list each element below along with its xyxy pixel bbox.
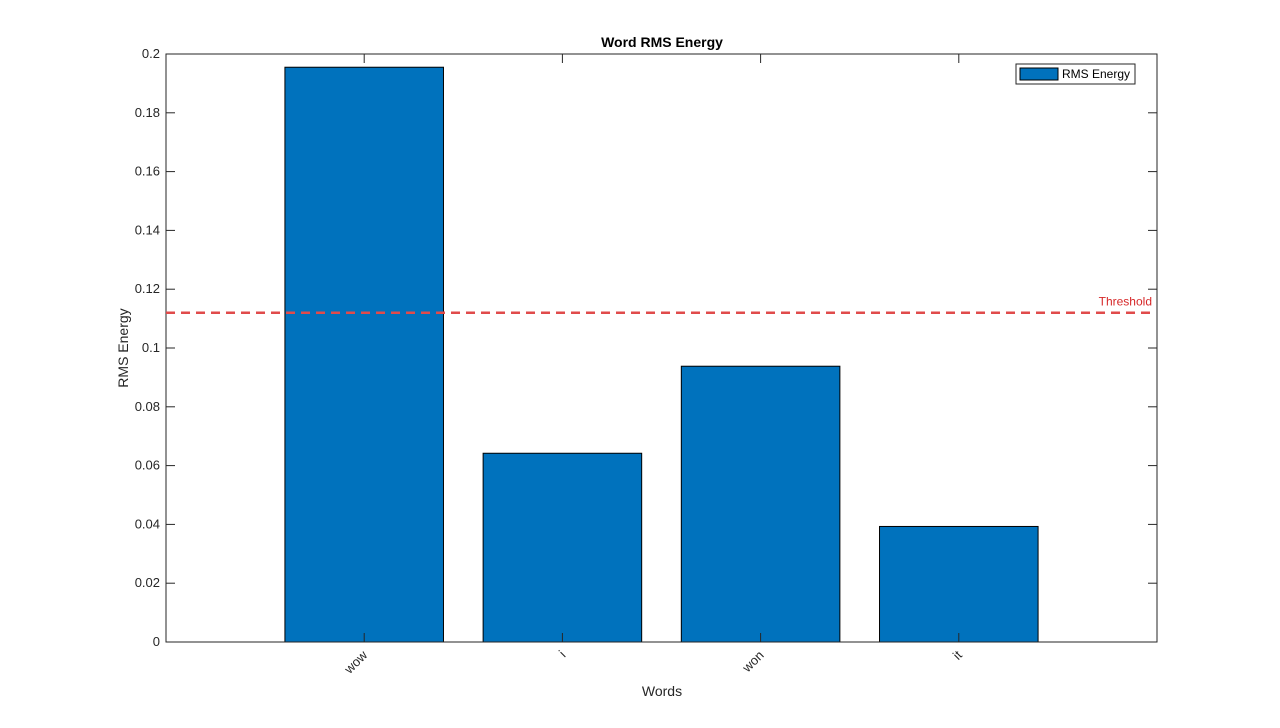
y-tick-label: 0.08 [135,399,160,414]
x-tick-label-i: i [556,647,569,660]
bar-wow [284,66,444,643]
legend-label: RMS Energy [1062,67,1130,81]
x-axis-title: Words [642,683,682,699]
y-tick-label: 0.18 [135,105,160,120]
y-axis-title: RMS Energy [115,308,131,387]
chart-title: Word RMS Energy [601,34,723,50]
threshold-label: Threshold [1099,295,1152,309]
bar-won [680,365,841,643]
y-tick-label: 0.14 [135,222,160,237]
y-tick-label: 0.2 [142,46,160,61]
legend-swatch [1019,67,1059,81]
y-tick-label: 0.02 [135,575,160,590]
bar-i [482,452,643,643]
y-tick-label: 0.12 [135,281,160,296]
x-tick-label-it: it [950,647,965,662]
y-tick-label: 0.16 [135,164,160,179]
bar-it [879,525,1039,643]
y-tick-label: 0.06 [135,458,160,473]
y-tick-label: 0.04 [135,516,160,531]
y-tick-label: 0.1 [142,340,160,355]
x-tick-label-wow: wow [341,647,371,677]
y-tick-label: 0 [153,634,160,649]
x-tick-label-won: won [739,648,767,676]
plot-area: 0 0.02 0.04 0.06 0.08 0.1 0.12 0.14 0.16 0.18 0.2 w… [135,46,1158,677]
